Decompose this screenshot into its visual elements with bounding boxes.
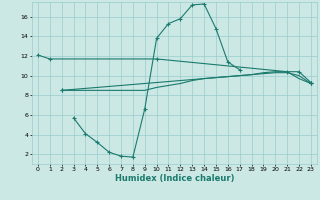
X-axis label: Humidex (Indice chaleur): Humidex (Indice chaleur)	[115, 174, 234, 183]
